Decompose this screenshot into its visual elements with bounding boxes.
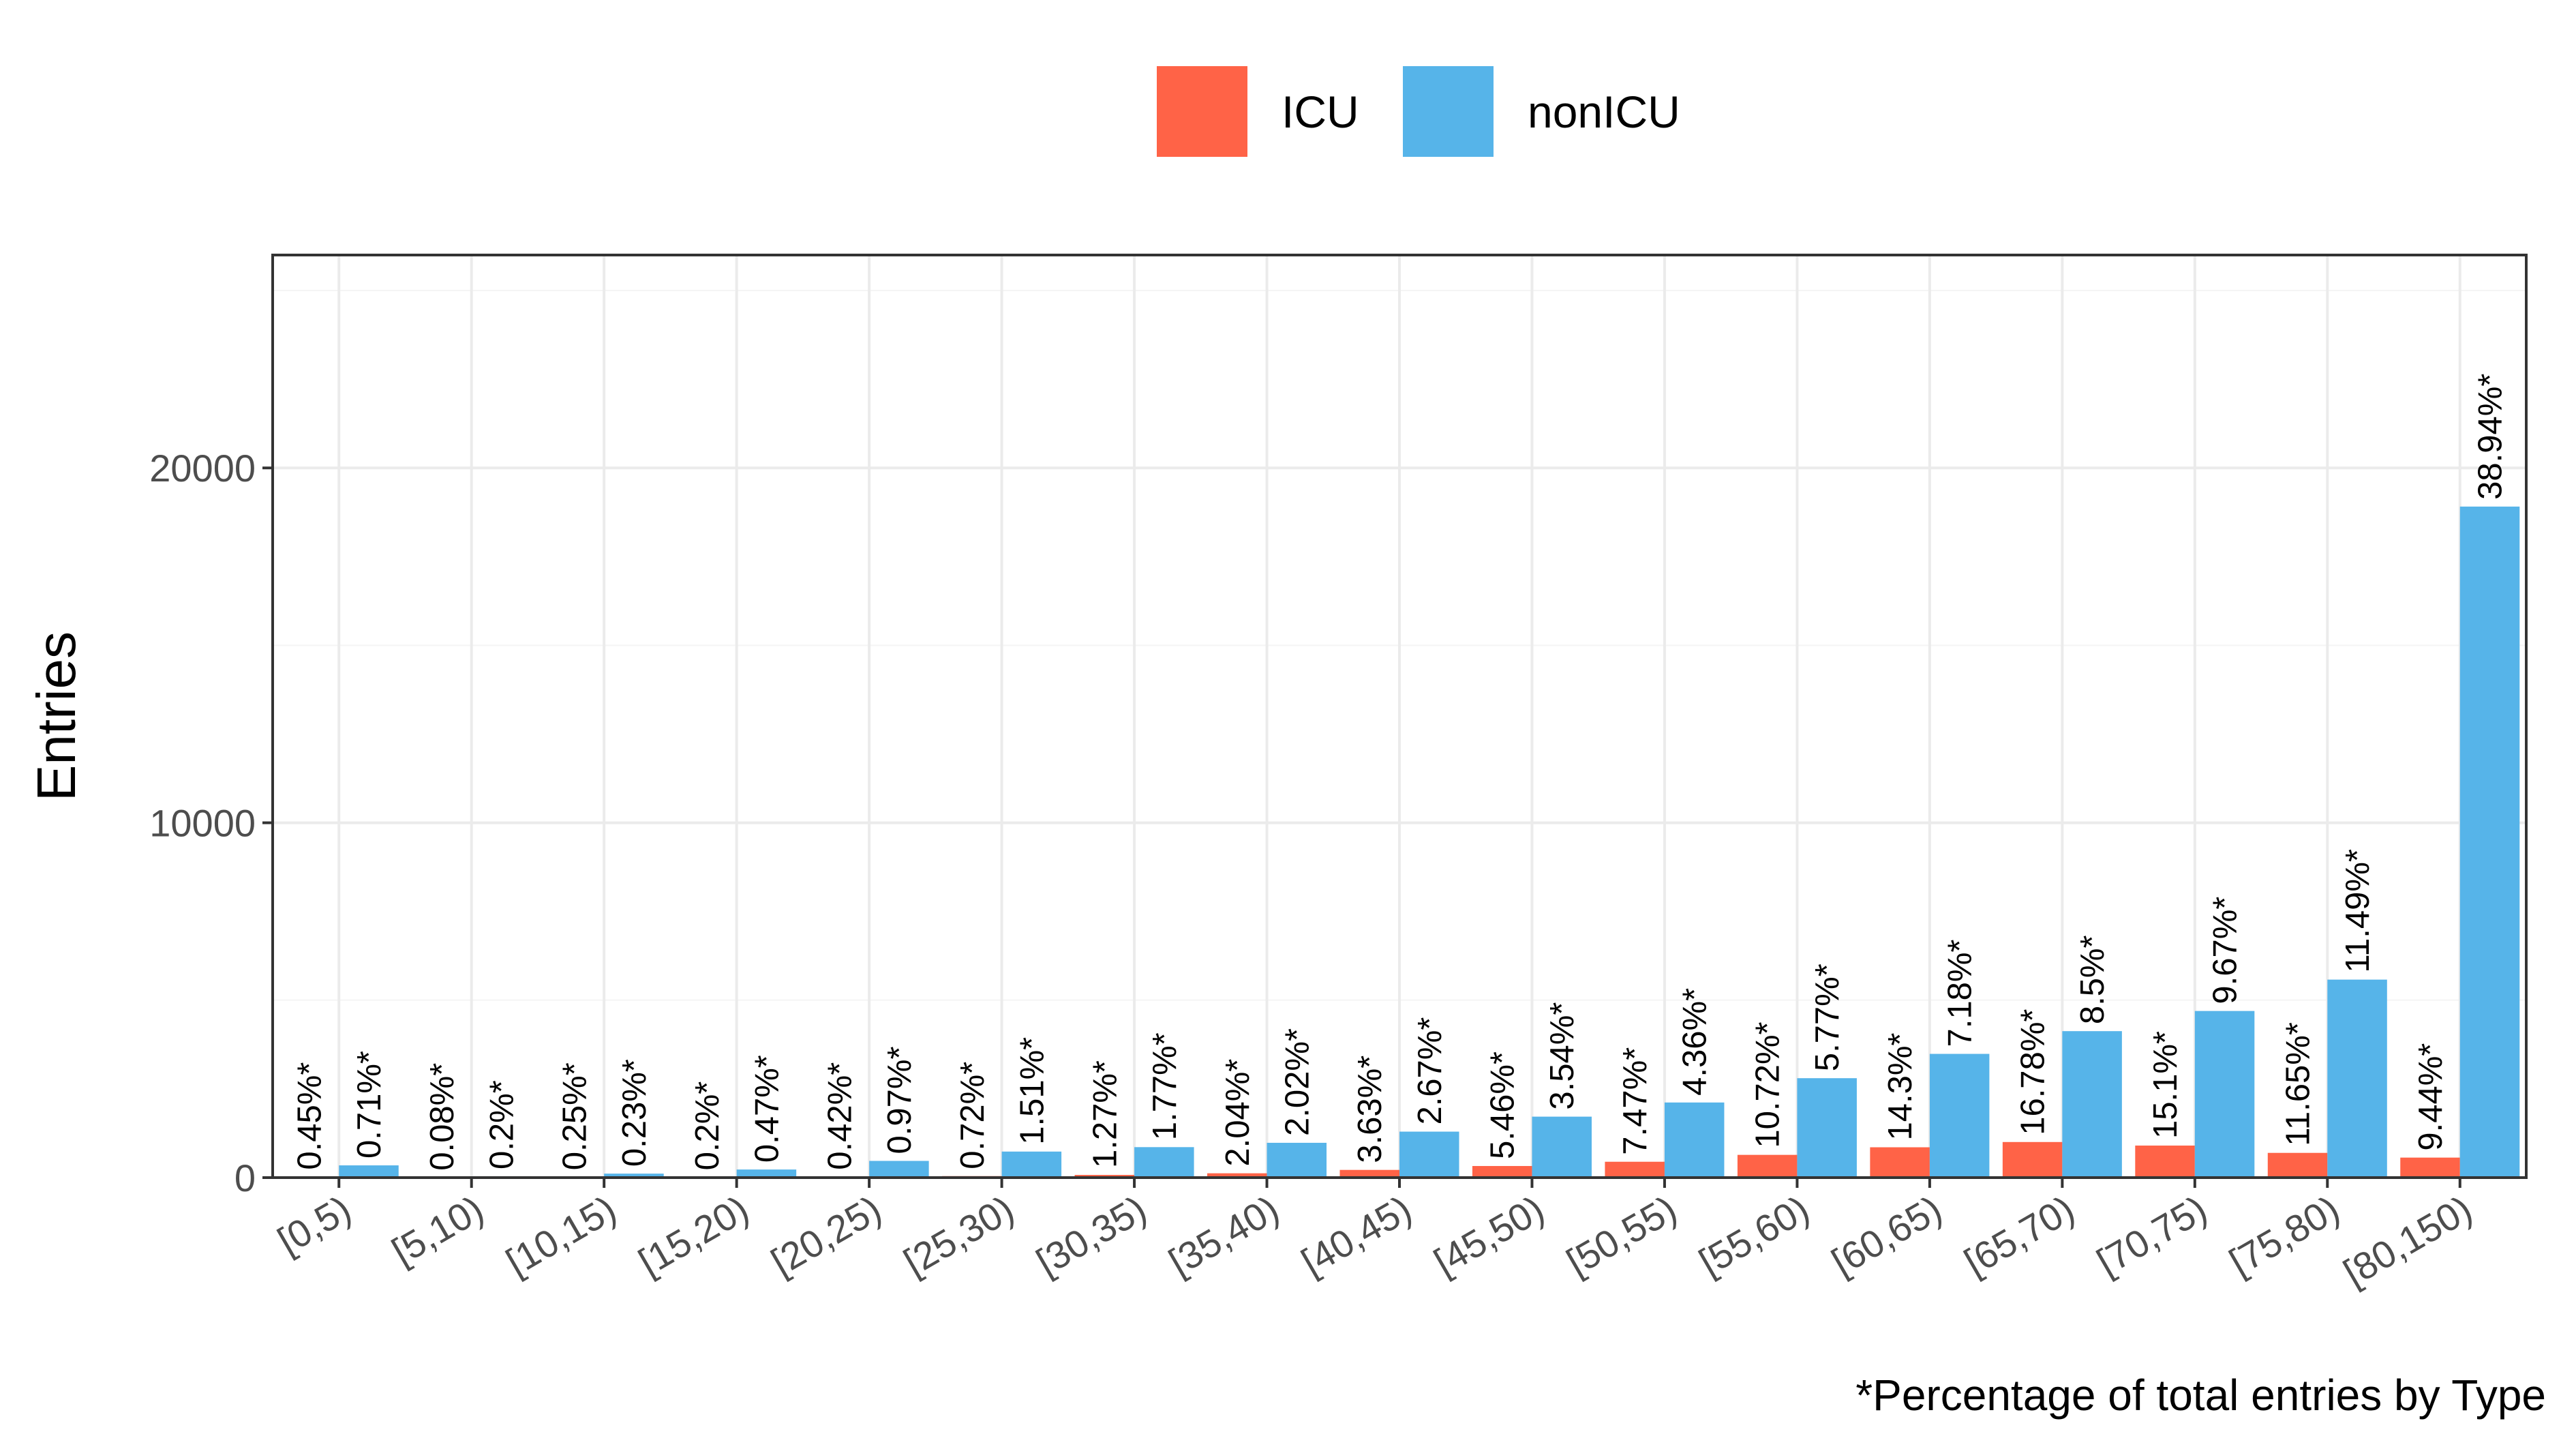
x-tick-label: [50,55) xyxy=(1559,1187,1683,1284)
legend-label-icu: ICU xyxy=(1282,87,1359,137)
y-tick-label: 10000 xyxy=(149,802,256,845)
y-tick-label: 20000 xyxy=(149,447,256,490)
x-tick-label: [0,5) xyxy=(271,1187,359,1263)
data-label-icu: 7.47%* xyxy=(1617,1047,1654,1155)
bar-nonicu xyxy=(1797,1078,1857,1178)
x-tick-label: [25,30) xyxy=(896,1187,1020,1284)
bar-icu xyxy=(1870,1147,1930,1178)
x-tick-label: [35,40) xyxy=(1162,1187,1286,1284)
x-tick-label: [5,10) xyxy=(384,1187,491,1273)
bar-icu xyxy=(2135,1146,2195,1178)
data-label-nonicu: 5.77%* xyxy=(1809,963,1846,1071)
bar-icu xyxy=(1207,1173,1267,1178)
x-tick-label: [75,80) xyxy=(2222,1187,2346,1284)
bar-nonicu xyxy=(2327,979,2387,1178)
x-tick-label: [60,65) xyxy=(1824,1187,1948,1284)
data-label-icu: 0.08%* xyxy=(424,1063,461,1171)
data-label-nonicu: 4.36%* xyxy=(1677,988,1714,1096)
data-label-nonicu: 38.94%* xyxy=(2472,374,2509,500)
data-label-icu: 0.72%* xyxy=(954,1062,991,1169)
bar-nonicu xyxy=(1399,1131,1459,1178)
data-label-nonicu: 0.71%* xyxy=(351,1051,388,1159)
bar-nonicu xyxy=(869,1161,929,1178)
bar-nonicu xyxy=(736,1169,797,1178)
data-label-icu: 9.44%* xyxy=(2412,1043,2449,1151)
data-label-nonicu: 1.77%* xyxy=(1147,1032,1183,1140)
data-label-nonicu: 0.23%* xyxy=(616,1059,653,1167)
bar-icu xyxy=(1737,1154,1798,1178)
legend-key-nonicu xyxy=(1403,66,1494,157)
x-tick-label: [10,15) xyxy=(499,1187,623,1284)
x-tick-label: [20,25) xyxy=(764,1187,888,1284)
data-label-nonicu: 1.51%* xyxy=(1014,1037,1050,1145)
data-label-icu: 3.63%* xyxy=(1352,1056,1389,1163)
data-label-nonicu: 7.18%* xyxy=(1942,940,1979,1047)
data-label-nonicu: 9.67%* xyxy=(2207,897,2244,1004)
x-tick-label: [70,75) xyxy=(2089,1187,2213,1284)
legend-label-nonicu: nonICU xyxy=(1528,87,1680,137)
x-tick-label: [30,35) xyxy=(1029,1187,1153,1284)
bar-icu xyxy=(1472,1165,1532,1178)
bar-icu xyxy=(2400,1157,2460,1178)
data-label-nonicu: 0.2%* xyxy=(483,1080,520,1169)
data-label-icu: 0.45%* xyxy=(291,1062,328,1170)
y-axis-title: Entries xyxy=(26,631,87,801)
data-label-nonicu: 2.02%* xyxy=(1279,1028,1316,1136)
bar-nonicu xyxy=(1267,1142,1327,1178)
data-label-icu: 0.25%* xyxy=(556,1062,593,1170)
x-tick-label: [40,45) xyxy=(1294,1187,1419,1284)
bar-nonicu xyxy=(339,1165,399,1178)
x-tick-label: [80,150) xyxy=(2336,1187,2479,1294)
legend-key-icu xyxy=(1157,66,1247,157)
bar-nonicu xyxy=(1001,1151,1062,1178)
bar-nonicu xyxy=(1134,1147,1194,1178)
data-label-icu: 5.46%* xyxy=(1485,1051,1521,1159)
bar-nonicu xyxy=(1929,1054,1990,1178)
data-label-nonicu: 11.49%* xyxy=(2339,849,2376,973)
bar-icu xyxy=(1339,1169,1399,1178)
data-label-icu: 11.65%* xyxy=(2280,1022,2317,1146)
data-label-nonicu: 3.54%* xyxy=(1544,1002,1581,1110)
data-label-icu: 14.3%* xyxy=(1882,1032,1919,1140)
x-tick-label: [55,60) xyxy=(1692,1187,1816,1284)
y-tick-label: 0 xyxy=(234,1156,256,1199)
bar-icu xyxy=(2267,1152,2328,1178)
chart-caption: *Percentage of total entries by Type xyxy=(1855,1371,2546,1420)
data-label-icu: 10.72%* xyxy=(1750,1021,1787,1148)
bar-nonicu xyxy=(1664,1102,1725,1178)
data-label-icu: 15.1%* xyxy=(2147,1031,2184,1139)
data-label-icu: 1.27%* xyxy=(1087,1060,1123,1168)
data-label-nonicu: 0.97%* xyxy=(881,1046,918,1154)
bar-icu xyxy=(2002,1141,2063,1178)
x-tick-label: [45,50) xyxy=(1427,1187,1551,1284)
data-label-icu: 0.42%* xyxy=(821,1062,858,1170)
legend: ICU nonICU xyxy=(1157,66,1680,157)
bar-icu xyxy=(1605,1161,1665,1178)
data-label-icu: 16.78%* xyxy=(2015,1009,2052,1135)
bar-nonicu xyxy=(604,1174,664,1178)
bar-nonicu xyxy=(2194,1011,2255,1178)
data-label-nonicu: 8.5%* xyxy=(2074,935,2111,1024)
data-label-icu: 0.2%* xyxy=(689,1081,726,1171)
data-label-nonicu: 2.67%* xyxy=(1412,1017,1449,1125)
bar-nonicu xyxy=(2062,1031,2122,1178)
x-tick-label: [65,70) xyxy=(1957,1187,2081,1284)
bar-nonicu xyxy=(1532,1116,1592,1178)
x-tick-label: [15,20) xyxy=(631,1187,755,1284)
bar-nonicu xyxy=(2459,506,2520,1178)
data-label-icu: 2.04%* xyxy=(1219,1059,1256,1167)
data-label-nonicu: 0.47%* xyxy=(748,1055,785,1163)
